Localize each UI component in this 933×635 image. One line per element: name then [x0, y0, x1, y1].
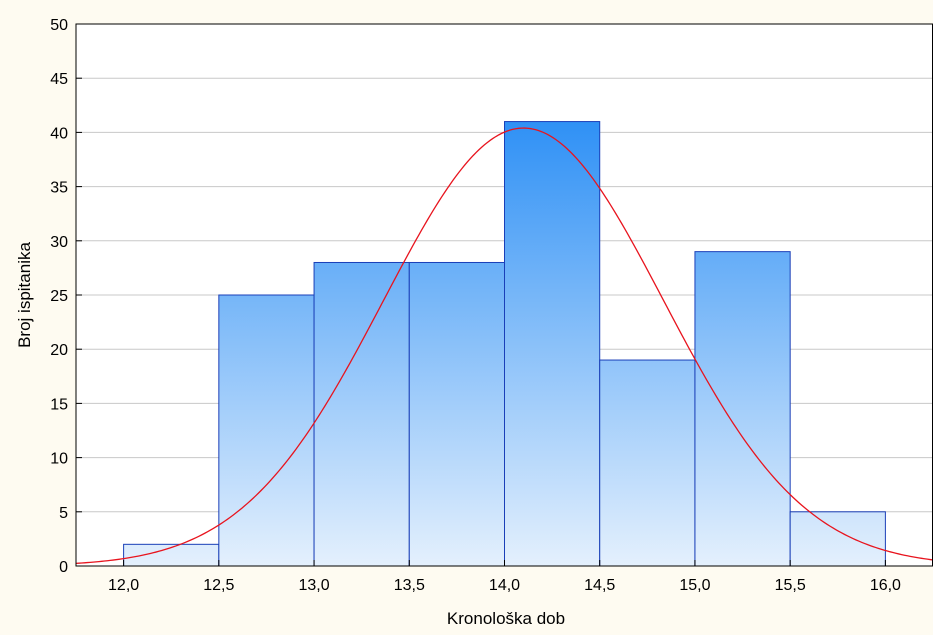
histogram-bar — [408, 261, 505, 567]
x-axis-label: Kronološka dob — [447, 609, 565, 628]
histogram-bar — [313, 261, 410, 567]
y-tick-label: 40 — [50, 125, 68, 142]
y-tick-label: 25 — [50, 288, 68, 305]
y-tick-label: 0 — [59, 559, 68, 576]
histogram-bar — [694, 251, 791, 567]
y-tick-label: 20 — [50, 342, 68, 359]
y-axis-label: Broj ispitanika — [15, 242, 34, 348]
y-tick-label: 45 — [50, 71, 68, 88]
x-tick-label: 12,5 — [203, 577, 234, 594]
y-tick-label: 35 — [50, 180, 68, 197]
x-tick-label: 14,5 — [584, 577, 615, 594]
y-tick-label: 30 — [50, 234, 68, 251]
x-tick-label: 15,0 — [679, 577, 710, 594]
y-tick-label: 10 — [50, 451, 68, 468]
histogram-bar — [599, 359, 696, 567]
x-tick-label: 13,0 — [298, 577, 329, 594]
y-tick-label: 15 — [50, 396, 68, 413]
normal-curve — [76, 127, 933, 565]
x-tick-label: 12,0 — [108, 577, 139, 594]
histogram-bars — [123, 121, 886, 567]
x-tick-label: 16,0 — [870, 577, 901, 594]
x-tick-label: 15,5 — [775, 577, 806, 594]
histogram-bar — [789, 511, 886, 567]
histogram-bar — [218, 294, 315, 567]
y-tick-label: 50 — [50, 17, 68, 34]
x-tick-label: 14,0 — [489, 577, 520, 594]
y-tick-label: 5 — [59, 505, 68, 522]
x-tick-label: 13,5 — [394, 577, 425, 594]
histogram-bar — [504, 121, 601, 567]
normal-curve-layer — [76, 127, 933, 565]
